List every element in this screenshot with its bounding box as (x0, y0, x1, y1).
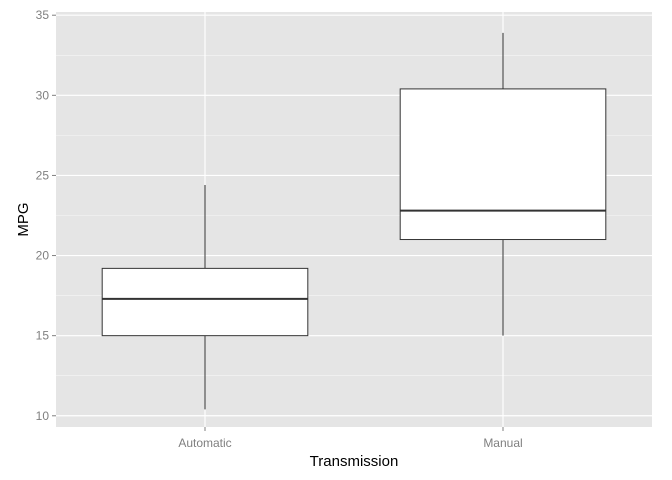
interquartile-box (399, 88, 607, 241)
boxes (101, 32, 607, 410)
y-axis-title: MPG (15, 202, 32, 236)
box-manual (399, 32, 607, 336)
y-tick-label: 10 (36, 409, 50, 423)
y-tick-label: 30 (36, 88, 50, 102)
x-axis-ticks: Automatic Manual (178, 427, 523, 450)
interquartile-box (101, 267, 309, 337)
x-tick-label-manual: Manual (483, 436, 522, 450)
y-tick-label: 35 (36, 8, 50, 22)
y-axis-ticks: 10 15 20 25 30 35 (36, 8, 56, 423)
box-automatic (101, 185, 309, 410)
y-tick-label: 20 (36, 249, 50, 263)
y-tick-label: 25 (36, 168, 50, 182)
y-tick-label: 15 (36, 329, 50, 343)
x-axis-title: Transmission (310, 453, 399, 470)
x-tick-label-automatic: Automatic (178, 436, 231, 450)
